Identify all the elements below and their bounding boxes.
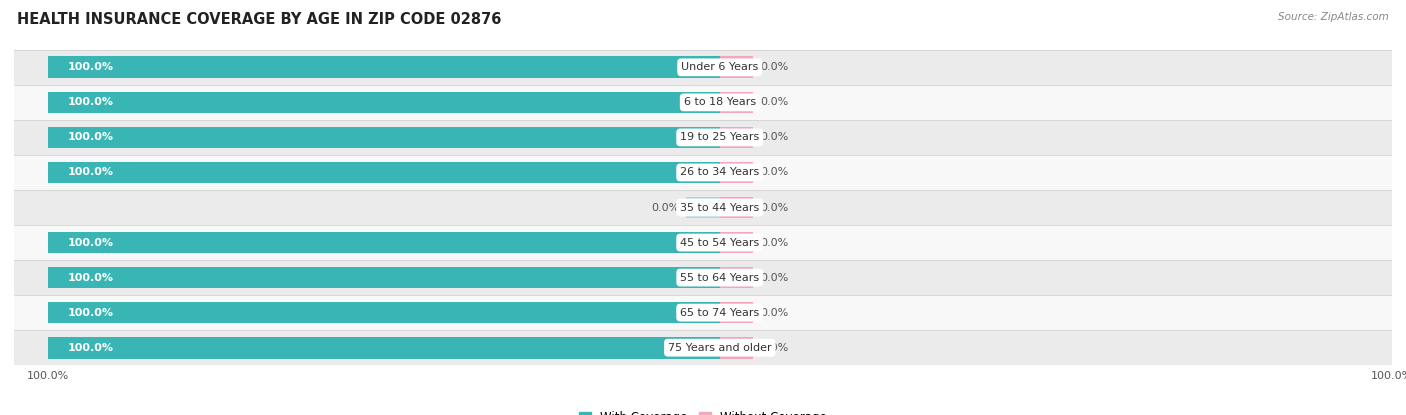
- Bar: [720, 91, 754, 113]
- Text: Under 6 Years: Under 6 Years: [681, 62, 758, 72]
- Bar: [720, 56, 754, 78]
- Text: 55 to 64 Years: 55 to 64 Years: [681, 273, 759, 283]
- Bar: [14, 330, 1392, 365]
- Text: 0.0%: 0.0%: [761, 62, 789, 72]
- Text: 0.0%: 0.0%: [761, 168, 789, 178]
- Bar: [48, 91, 720, 113]
- Legend: With Coverage, Without Coverage: With Coverage, Without Coverage: [574, 406, 832, 415]
- Bar: [720, 337, 754, 359]
- Bar: [720, 232, 754, 254]
- Text: 100.0%: 100.0%: [67, 237, 114, 247]
- Text: 0.0%: 0.0%: [761, 132, 789, 142]
- Bar: [48, 267, 720, 288]
- Bar: [686, 197, 720, 218]
- Text: 100.0%: 100.0%: [67, 168, 114, 178]
- Text: 0.0%: 0.0%: [761, 273, 789, 283]
- Text: 100.0%: 100.0%: [67, 273, 114, 283]
- Text: 100.0%: 100.0%: [67, 308, 114, 317]
- Bar: [48, 302, 720, 324]
- Text: 75 Years and older: 75 Years and older: [668, 343, 772, 353]
- Bar: [14, 155, 1392, 190]
- Bar: [14, 190, 1392, 225]
- Bar: [14, 85, 1392, 120]
- Text: 100.0%: 100.0%: [67, 62, 114, 72]
- Text: 0.0%: 0.0%: [761, 237, 789, 247]
- Text: 0.0%: 0.0%: [761, 98, 789, 107]
- Text: Source: ZipAtlas.com: Source: ZipAtlas.com: [1278, 12, 1389, 22]
- Text: HEALTH INSURANCE COVERAGE BY AGE IN ZIP CODE 02876: HEALTH INSURANCE COVERAGE BY AGE IN ZIP …: [17, 12, 502, 27]
- Text: 35 to 44 Years: 35 to 44 Years: [681, 203, 759, 212]
- Text: 100.0%: 100.0%: [67, 343, 114, 353]
- Text: 0.0%: 0.0%: [761, 203, 789, 212]
- Text: 100.0%: 100.0%: [67, 98, 114, 107]
- Bar: [14, 120, 1392, 155]
- Bar: [48, 337, 720, 359]
- Bar: [720, 197, 754, 218]
- Text: 26 to 34 Years: 26 to 34 Years: [681, 168, 759, 178]
- Bar: [720, 302, 754, 324]
- Text: 0.0%: 0.0%: [761, 343, 789, 353]
- Bar: [720, 161, 754, 183]
- Text: 65 to 74 Years: 65 to 74 Years: [681, 308, 759, 317]
- Text: 0.0%: 0.0%: [651, 203, 679, 212]
- Bar: [48, 161, 720, 183]
- Text: 19 to 25 Years: 19 to 25 Years: [681, 132, 759, 142]
- Text: 6 to 18 Years: 6 to 18 Years: [683, 98, 756, 107]
- Bar: [720, 127, 754, 148]
- Bar: [48, 232, 720, 254]
- Bar: [48, 127, 720, 148]
- Bar: [14, 295, 1392, 330]
- Bar: [720, 267, 754, 288]
- Text: 100.0%: 100.0%: [67, 132, 114, 142]
- Bar: [48, 56, 720, 78]
- Text: 0.0%: 0.0%: [761, 308, 789, 317]
- Bar: [14, 225, 1392, 260]
- Bar: [14, 50, 1392, 85]
- Text: 45 to 54 Years: 45 to 54 Years: [681, 237, 759, 247]
- Bar: [14, 260, 1392, 295]
